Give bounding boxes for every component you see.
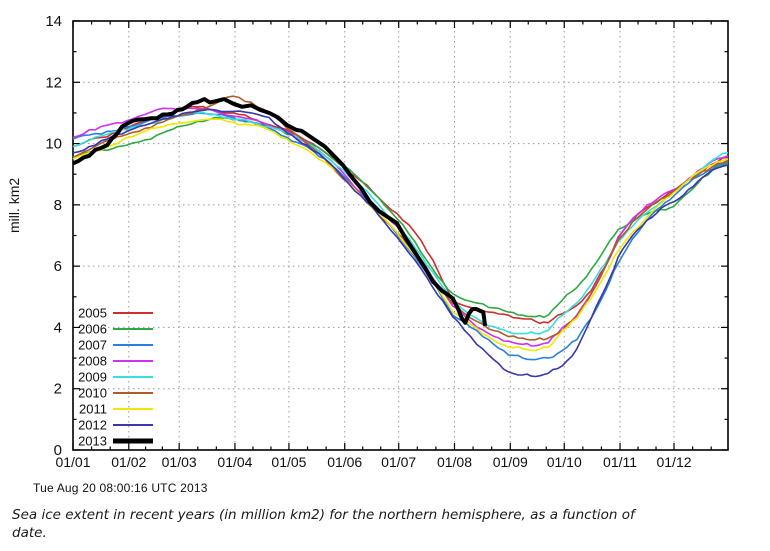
x-tick-label: 01/02: [111, 454, 146, 470]
y-tick-label: 4: [54, 319, 62, 336]
y-tick-label: 12: [45, 74, 62, 91]
y-tick-label: 14: [45, 13, 62, 30]
legend-label-2011: 2011: [79, 402, 107, 417]
y-axis-label: mill. km2: [6, 177, 22, 233]
x-tick-label: 01/12: [656, 454, 691, 470]
chart-canvas: 01/01 01/02 01/03 01/04 01/05 01/06 01/07 01/08…: [45, 13, 729, 470]
y-tick-label: 10: [45, 136, 62, 153]
y-tick-label: 6: [54, 258, 62, 275]
x-tick-label: 01/09: [493, 454, 528, 470]
y-tick-labels: 0 2 4 6 8 10 12 14: [45, 13, 62, 459]
x-tick-label: 01/07: [381, 454, 416, 470]
series-line-2005: [72, 105, 729, 325]
x-tick-label: 01/06: [327, 454, 362, 470]
legend-label-2008: 2008: [78, 354, 107, 369]
x-tick-label: 01/08: [437, 454, 472, 470]
y-tick-label: 0: [54, 442, 62, 459]
x-tick-labels: 01/01 01/02 01/03 01/04 01/05 01/06 01/07 01/08…: [55, 454, 691, 470]
series-line-2012: [72, 108, 729, 378]
grid-lines: [73, 21, 728, 450]
plot-timestamp: Tue Aug 20 08:00:16 UTC 2013: [33, 481, 208, 495]
x-tick-label: 01/10: [547, 454, 582, 470]
plot-border: [72, 20, 729, 451]
legend-label-2006: 2006: [78, 322, 107, 337]
legend-label-2010: 2010: [78, 386, 107, 401]
figure-caption: Sea ice extent in recent years (in milli…: [12, 507, 635, 542]
series-line-2013: [72, 97, 488, 327]
legend-label-2005: 2005: [78, 306, 107, 321]
x-tick-label: 01/01: [55, 454, 90, 470]
x-tick-label: 01/04: [217, 454, 252, 470]
legend-label-2009: 2009: [78, 370, 107, 385]
legend-label-2007: 2007: [78, 338, 107, 353]
legend-label-2012: 2012: [78, 418, 107, 433]
y-tick-label: 2: [54, 381, 62, 398]
x-tick-label: 01/05: [271, 454, 306, 470]
x-tick-label: 01/11: [603, 454, 637, 470]
y-tick-label: 8: [54, 197, 62, 214]
x-tick-label: 01/03: [162, 454, 197, 470]
legend-label-2013: 2013: [78, 434, 107, 449]
